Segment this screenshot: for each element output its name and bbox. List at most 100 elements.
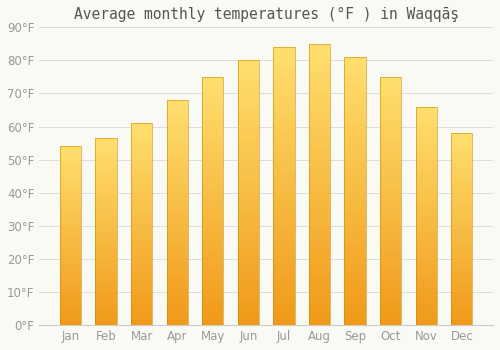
Bar — [166, 213, 188, 218]
Bar — [238, 299, 259, 305]
Bar — [238, 186, 259, 193]
Bar — [344, 138, 366, 144]
Bar — [451, 143, 472, 148]
Bar — [96, 255, 116, 260]
Bar — [131, 234, 152, 239]
Bar — [416, 210, 437, 216]
Bar — [202, 164, 224, 170]
Bar — [309, 86, 330, 93]
Bar — [451, 301, 472, 306]
Bar — [344, 305, 366, 312]
Bar — [238, 160, 259, 166]
Bar — [309, 100, 330, 107]
Bar — [96, 279, 116, 283]
Bar — [131, 285, 152, 290]
Bar — [60, 289, 81, 294]
Bar — [380, 288, 402, 294]
Bar — [309, 114, 330, 121]
Bar — [451, 152, 472, 157]
Bar — [273, 311, 294, 318]
Bar — [166, 128, 188, 134]
Bar — [273, 304, 294, 311]
Bar — [60, 299, 81, 303]
Bar — [166, 274, 188, 280]
Bar — [131, 290, 152, 295]
Bar — [60, 214, 81, 218]
Bar — [202, 201, 224, 207]
Bar — [451, 181, 472, 186]
Bar — [60, 222, 81, 227]
Bar — [273, 270, 294, 276]
Bar — [131, 280, 152, 285]
Bar — [202, 145, 224, 152]
Bar — [166, 173, 188, 179]
Bar — [344, 211, 366, 218]
Bar — [380, 164, 402, 170]
Bar — [380, 127, 402, 133]
Bar — [344, 204, 366, 211]
Bar — [344, 231, 366, 238]
Bar — [202, 176, 224, 182]
Bar — [344, 97, 366, 104]
Bar — [166, 308, 188, 314]
Bar — [380, 201, 402, 207]
Bar — [380, 232, 402, 238]
Bar — [451, 176, 472, 181]
Bar — [273, 145, 294, 152]
Bar — [166, 156, 188, 162]
Bar — [96, 274, 116, 279]
Bar — [60, 312, 81, 316]
Bar — [202, 77, 224, 83]
Bar — [96, 246, 116, 250]
Bar — [416, 118, 437, 123]
Bar — [451, 320, 472, 325]
Bar — [416, 260, 437, 265]
Bar — [451, 292, 472, 296]
Bar — [416, 265, 437, 271]
Bar — [131, 214, 152, 219]
Bar — [416, 232, 437, 238]
Bar — [451, 296, 472, 301]
Bar — [416, 161, 437, 167]
Bar — [309, 276, 330, 283]
Bar — [60, 316, 81, 321]
Bar — [202, 83, 224, 89]
Bar — [273, 186, 294, 193]
Bar — [166, 196, 188, 201]
Bar — [309, 149, 330, 156]
Bar — [60, 294, 81, 299]
Bar — [451, 186, 472, 191]
Bar — [380, 257, 402, 263]
Bar — [309, 65, 330, 72]
Bar — [344, 164, 366, 171]
Bar — [451, 157, 472, 162]
Bar — [238, 199, 259, 206]
Bar — [166, 280, 188, 286]
Bar — [238, 219, 259, 226]
Bar — [202, 319, 224, 325]
Bar — [238, 252, 259, 259]
Bar — [166, 258, 188, 263]
Bar — [416, 298, 437, 303]
Bar — [380, 83, 402, 89]
Bar — [60, 155, 81, 160]
Bar — [451, 167, 472, 172]
Bar — [344, 238, 366, 245]
Bar — [416, 189, 437, 194]
Bar — [309, 311, 330, 318]
Bar — [96, 321, 116, 325]
Bar — [202, 300, 224, 307]
Bar — [131, 250, 152, 254]
Bar — [416, 172, 437, 178]
Bar — [166, 162, 188, 168]
Bar — [451, 172, 472, 176]
Bar — [344, 77, 366, 84]
Bar — [380, 77, 402, 83]
Bar — [309, 58, 330, 65]
Bar — [131, 320, 152, 325]
Bar — [380, 263, 402, 270]
Bar — [416, 249, 437, 254]
Bar — [166, 106, 188, 111]
Bar — [202, 120, 224, 127]
Bar — [309, 283, 330, 290]
